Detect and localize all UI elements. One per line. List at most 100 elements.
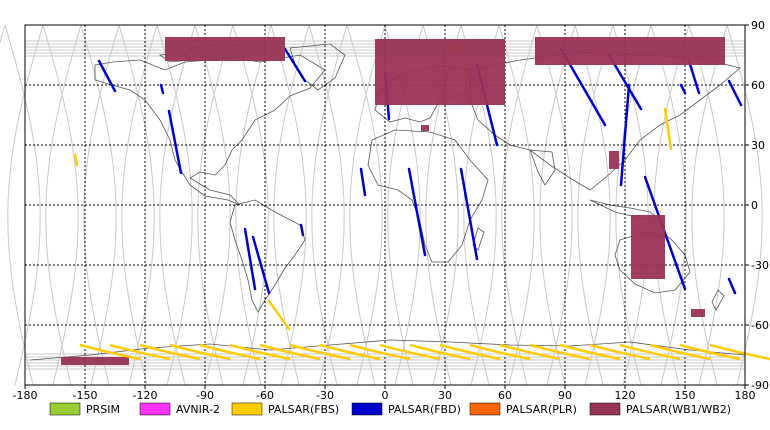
coverage-strip bbox=[727, 79, 743, 107]
y-tick-label: -60 bbox=[751, 319, 769, 332]
coverage-strip bbox=[379, 343, 441, 361]
coverage-strip bbox=[679, 343, 741, 361]
coverage-region-south-pacific bbox=[691, 309, 705, 317]
legend-swatch bbox=[49, 402, 81, 416]
legend-label: PALSAR(WB1/WB2) bbox=[626, 403, 731, 416]
coverage-strip bbox=[267, 299, 291, 331]
legend-swatch bbox=[231, 402, 263, 416]
y-tick-label: 0 bbox=[751, 199, 758, 212]
x-tick-label: -90 bbox=[196, 389, 214, 402]
coverage-strip bbox=[73, 153, 79, 167]
coastline-africa bbox=[367, 129, 489, 263]
x-tick-label: -60 bbox=[256, 389, 274, 402]
coverage-strip bbox=[229, 343, 291, 361]
coverage-strip bbox=[619, 343, 681, 361]
coastline-asia bbox=[469, 51, 741, 191]
legend-label: PRSIM bbox=[86, 403, 120, 416]
coverage-strip bbox=[79, 343, 141, 361]
legend: PRSIM AVNIR-2 PALSAR(FBS) PALSAR(FBD) PALSAR… bbox=[49, 402, 731, 416]
orbit-track bbox=[194, 24, 231, 386]
coverage-strip bbox=[727, 277, 737, 295]
coverage-overlays bbox=[61, 37, 770, 365]
coverage-region-antarctica bbox=[61, 357, 129, 365]
y-tick-label: -30 bbox=[751, 259, 769, 272]
coverage-strip bbox=[167, 109, 183, 175]
coastline-new-zealand bbox=[711, 289, 725, 311]
coverage-strip bbox=[469, 343, 531, 361]
x-tick-label: -30 bbox=[316, 389, 334, 402]
x-tick-label: -180 bbox=[13, 389, 38, 402]
coverage-strip bbox=[97, 59, 117, 93]
legend-swatch bbox=[139, 402, 171, 416]
legend-label: PALSAR(FBD) bbox=[388, 403, 461, 416]
x-tick-label: 30 bbox=[438, 389, 452, 402]
x-tick-label: -120 bbox=[133, 389, 158, 402]
coverage-strip bbox=[349, 343, 411, 361]
legend-label: AVNIR-2 bbox=[176, 403, 220, 416]
coverage-strip bbox=[663, 107, 673, 151]
x-tick-label: 60 bbox=[498, 389, 512, 402]
axis-ticks: -180 -150 -120 -90 -60 -30 0 30 60 90 120 150 180 90 6… bbox=[13, 19, 769, 402]
orbit-track bbox=[118, 24, 155, 386]
orbit-track bbox=[501, 24, 538, 386]
orbit-track bbox=[121, 24, 158, 386]
x-tick-label: 90 bbox=[558, 389, 572, 402]
coverage-strip bbox=[243, 227, 257, 291]
coverage-strip bbox=[439, 343, 501, 361]
coverage-strip bbox=[139, 343, 201, 361]
legend-swatch bbox=[469, 402, 501, 416]
x-tick-label: 0 bbox=[382, 389, 389, 402]
coverage-strip bbox=[283, 47, 307, 83]
coverage-strip bbox=[649, 343, 711, 361]
coverage-strip bbox=[687, 59, 701, 95]
coverage-strip bbox=[251, 235, 271, 295]
coverage-strip bbox=[709, 343, 770, 361]
coverage-strip bbox=[199, 343, 261, 361]
legend-swatch bbox=[351, 402, 383, 416]
coverage-strip bbox=[359, 167, 367, 197]
legend-label: PALSAR(FBS) bbox=[268, 403, 339, 416]
coverage-region-arctic-canada bbox=[165, 37, 285, 61]
orbit-track bbox=[726, 24, 763, 386]
orbit-track bbox=[0, 24, 6, 45]
coverage-strip bbox=[259, 343, 321, 361]
orbit-track bbox=[42, 24, 79, 386]
y-tick-label: 60 bbox=[751, 79, 765, 92]
y-tick-label: -90 bbox=[751, 379, 769, 392]
coverage-region-australia bbox=[631, 215, 665, 279]
coverage-strip bbox=[319, 343, 381, 361]
coverage-strip bbox=[159, 83, 165, 95]
coverage-strip bbox=[679, 83, 687, 95]
orbit-track bbox=[577, 24, 614, 386]
orbit-track bbox=[653, 24, 690, 386]
coverage-strip bbox=[559, 343, 621, 361]
orbit-track bbox=[197, 24, 234, 386]
orbit-track bbox=[45, 24, 82, 386]
x-tick-label: 180 bbox=[735, 389, 756, 402]
coverage-strip bbox=[529, 343, 591, 361]
legend-label: PALSAR(PLR) bbox=[506, 403, 577, 416]
orbit-track bbox=[4, 24, 41, 386]
coverage-strip bbox=[409, 343, 471, 361]
coverage-region-arctic-asia bbox=[535, 37, 725, 65]
coverage-region-arctic-europe bbox=[375, 39, 505, 105]
coverage-strip bbox=[299, 223, 305, 237]
x-tick-label: 150 bbox=[675, 389, 696, 402]
coverage-strip bbox=[619, 83, 631, 187]
orbit-track bbox=[270, 24, 307, 386]
coverage-strip bbox=[169, 343, 231, 361]
coverage-strip bbox=[289, 343, 351, 361]
coastline-greenland bbox=[289, 43, 346, 91]
coverage-strip bbox=[459, 167, 479, 261]
x-tick-label: -150 bbox=[73, 389, 98, 402]
legend-swatch bbox=[589, 402, 621, 416]
coverage-strip bbox=[407, 167, 427, 257]
coverage-region-east-asia bbox=[609, 151, 619, 169]
coastline-south-america bbox=[229, 199, 306, 313]
coverage-strip bbox=[109, 343, 171, 361]
y-tick-label: 90 bbox=[751, 19, 765, 32]
x-tick-label: 120 bbox=[615, 389, 636, 402]
coverage-region-black-sea bbox=[421, 125, 429, 131]
